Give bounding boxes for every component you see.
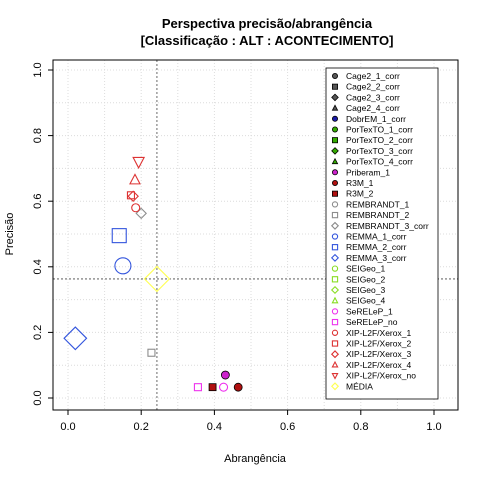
legend-label: PorTexTO_2_corr — [346, 135, 413, 145]
legend-marker — [331, 137, 338, 144]
legend-marker — [331, 308, 339, 315]
data-point — [143, 265, 171, 293]
legend-label: SEIGeo_4 — [346, 296, 385, 306]
legend-label: R3M_1 — [346, 178, 374, 188]
data-point — [208, 383, 217, 392]
data-point — [127, 190, 139, 203]
legend-label: R3M_2 — [346, 189, 374, 199]
legend-marker — [331, 147, 339, 155]
data-point — [129, 173, 141, 185]
y-tick-label: 0.6 — [32, 194, 44, 209]
legend-label: REMMA_1_corr — [346, 232, 407, 242]
legend-marker — [331, 190, 338, 197]
legend-marker — [331, 276, 339, 283]
legend-marker — [331, 157, 339, 165]
legend-marker — [331, 296, 339, 304]
legend-marker — [330, 253, 340, 262]
legend-label: XIP-L2F/Xerox_2 — [346, 339, 411, 349]
legend-marker — [331, 179, 338, 186]
data-point — [220, 370, 230, 380]
legend-marker — [331, 340, 339, 347]
x-tick-label: 0.6 — [280, 421, 295, 433]
legend-label: XIP-L2F/Xerox_no — [346, 371, 416, 381]
y-tick-label: 0.0 — [32, 390, 44, 405]
legend-marker — [331, 265, 339, 272]
x-tick-label: 0.0 — [60, 421, 75, 433]
legend-marker — [331, 126, 338, 133]
legend-label: REMMA_2_corr — [346, 242, 407, 252]
data-point — [233, 382, 243, 392]
legend-marker — [331, 211, 339, 219]
y-axis-label: Precisão — [4, 213, 16, 256]
legend-label: SEIGeo_3 — [346, 285, 385, 295]
legend-label: PorTexTO_4_corr — [346, 157, 413, 167]
legend-label: SEIGeo_1 — [346, 264, 385, 274]
legend-marker — [331, 83, 338, 90]
legend-label: XIP-L2F/Xerox_3 — [346, 349, 411, 359]
legend-label: SeRELeP_1 — [346, 306, 393, 316]
data-points — [63, 156, 243, 392]
legend-label: XIP-L2F/Xerox_1 — [346, 328, 411, 338]
legend-marker — [330, 350, 340, 359]
legend-box — [325, 67, 439, 400]
plot-frame — [52, 59, 459, 411]
y-tick-label: 0.4 — [32, 259, 44, 274]
legend-label: Cage2_2_corr — [346, 82, 400, 92]
legend-marker — [331, 233, 339, 240]
legend-label: REMBRANDT_3_corr — [346, 221, 429, 231]
legend-label: REMBRANDT_1 — [346, 199, 410, 209]
legend-label: REMBRANDT_2 — [346, 210, 410, 220]
y-axis-ticks: 0.0 0.2 0.4 0.6 0.8 1.0 — [32, 62, 53, 406]
legend-label: SeRELeP_no — [346, 317, 398, 327]
data-point — [114, 257, 132, 275]
chart-title: Perspectiva precisão/abrangência — [162, 16, 373, 31]
y-tick-label: 0.2 — [32, 325, 44, 340]
y-tick-label: 1.0 — [32, 62, 44, 77]
legend-marker — [331, 169, 338, 176]
legend-label: Cage2_3_corr — [346, 92, 400, 102]
x-axis-ticks: 0.0 0.2 0.4 0.6 0.8 1.0 — [60, 410, 442, 433]
legend-marker — [331, 329, 339, 336]
legend-marker — [331, 318, 339, 326]
data-point — [193, 383, 202, 392]
legend-marker — [331, 93, 339, 102]
legend-marker — [331, 244, 339, 251]
x-axis-label: Abrangência — [224, 453, 287, 465]
legend-label: XIP-L2F/Xerox_4 — [346, 360, 411, 370]
legend-marker — [331, 201, 339, 208]
data-point — [219, 382, 229, 392]
x-tick-label: 0.4 — [207, 421, 222, 433]
data-point — [132, 156, 146, 170]
legend-label: REMMA_3_corr — [346, 253, 407, 263]
x-tick-label: 0.8 — [353, 421, 368, 433]
data-point — [147, 348, 156, 357]
legend-label: MÉDIA — [346, 381, 373, 391]
legend-label: PorTexTO_1_corr — [346, 125, 413, 135]
legend-label: Cage2_4_corr — [346, 103, 400, 113]
x-tick-label: 1.0 — [426, 421, 441, 433]
legend-label: Priberam_1 — [346, 167, 390, 177]
legend-label: Cage2_1_corr — [346, 71, 400, 81]
legend-label: SEIGeo_2 — [346, 274, 385, 284]
x-tick-label: 0.2 — [134, 421, 149, 433]
data-point — [111, 228, 127, 244]
legend-label: PorTexTO_3_corr — [346, 146, 413, 156]
legend-marker — [330, 382, 340, 391]
data-point — [131, 203, 141, 213]
legend-marker — [331, 360, 339, 368]
legend-marker — [330, 221, 340, 230]
legend-marker — [330, 285, 340, 295]
legend-marker — [331, 115, 338, 122]
chart-subtitle: [Classificação : ALT : ACONTECIMENTO] — [141, 33, 394, 48]
legend-marker — [331, 104, 339, 111]
legend-marker — [331, 73, 338, 80]
data-point — [63, 326, 88, 351]
y-tick-label: 0.8 — [32, 128, 44, 143]
legend-marker — [331, 372, 339, 380]
legend-label: DobrEM_1_corr — [346, 114, 406, 124]
legend: Cage2_1_corrCage2_2_corrCage2_3_corrCage… — [325, 67, 439, 400]
